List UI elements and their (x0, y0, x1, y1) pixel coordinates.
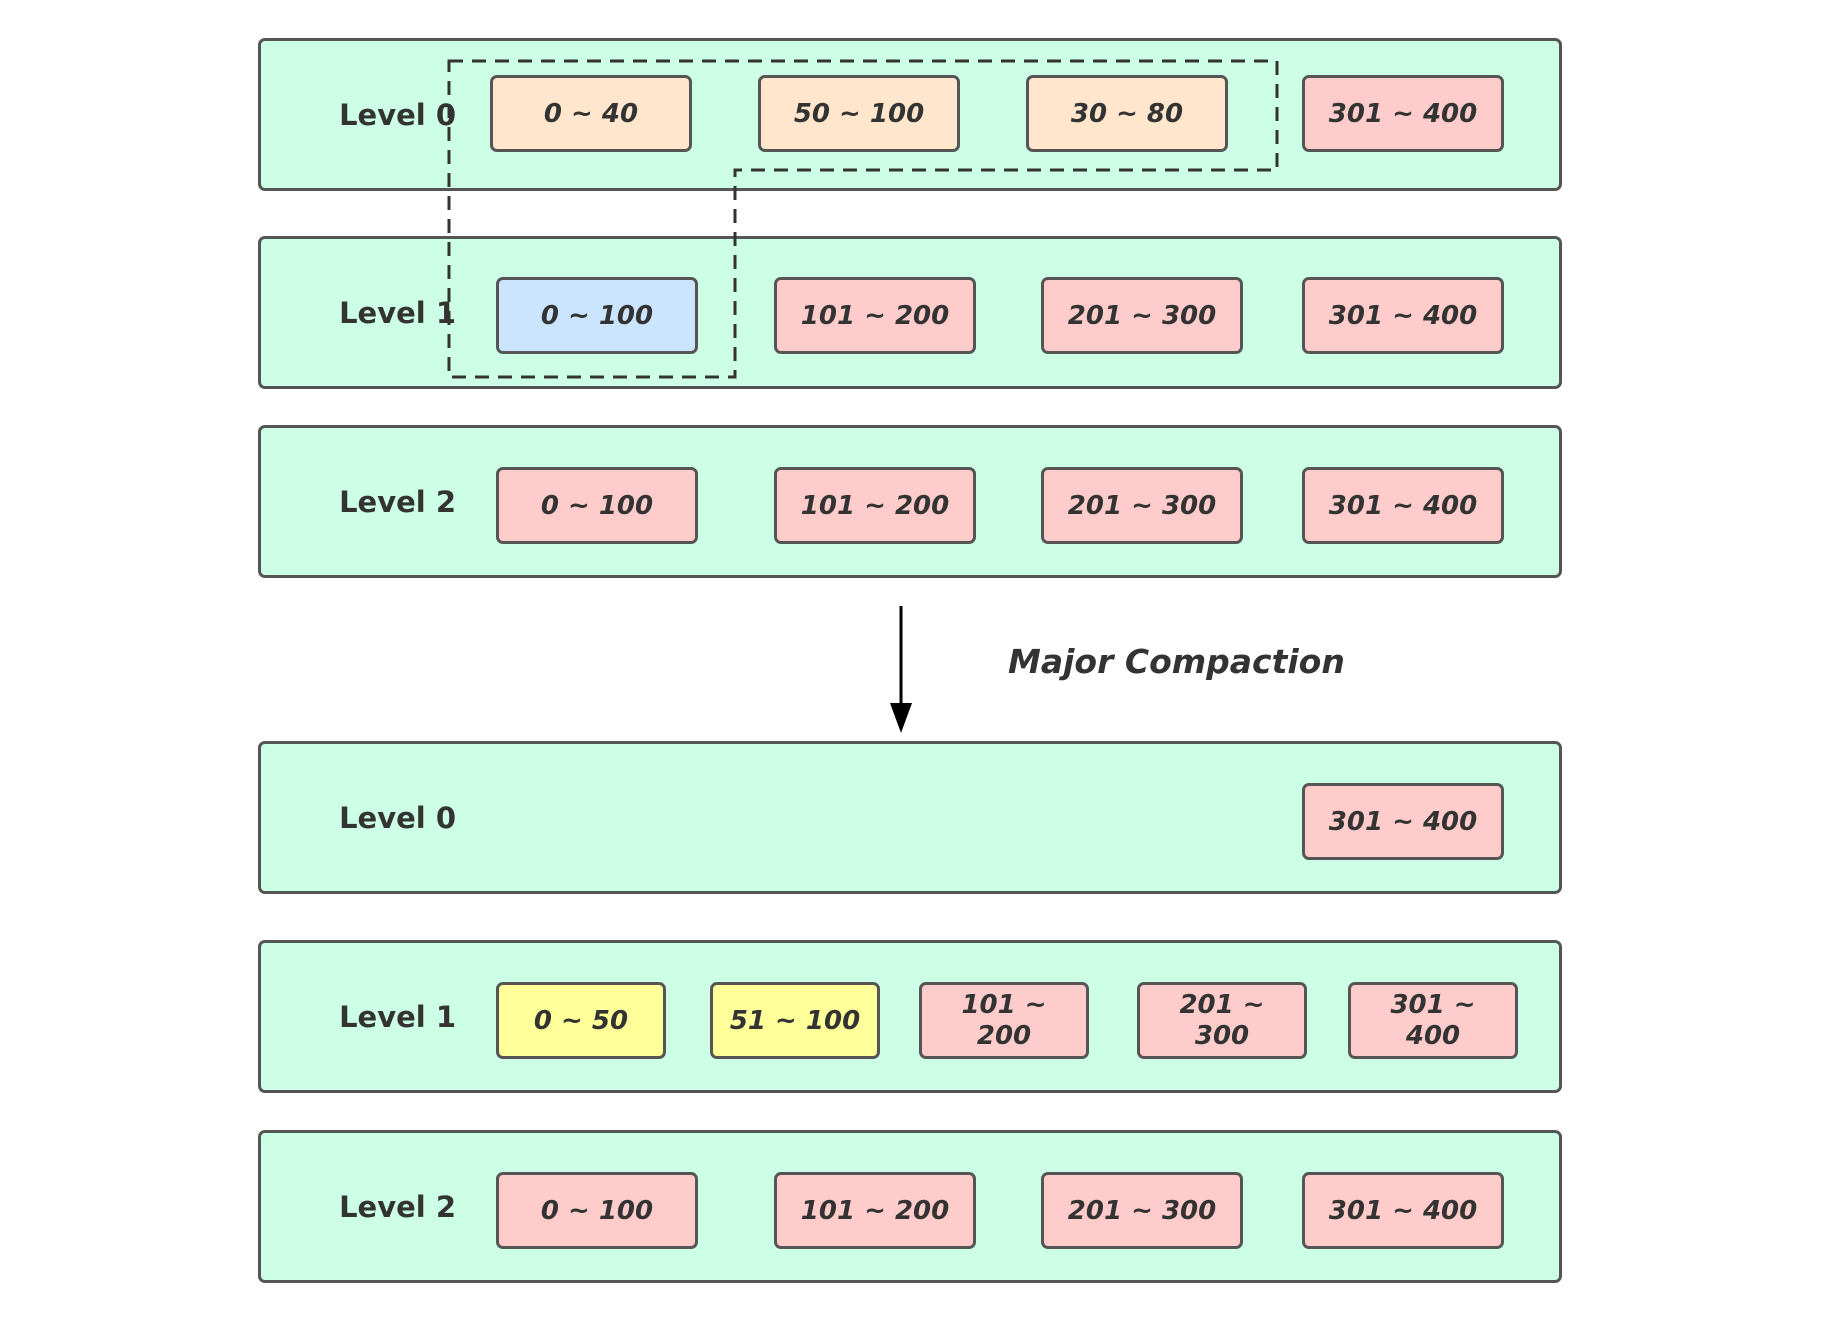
file-block: 0 ~ 100 (496, 1172, 698, 1249)
file-block: 301 ~ 400 (1302, 783, 1504, 860)
file-block: 301 ~ 400 (1302, 75, 1504, 152)
before-level-2: Level 2 0 ~ 100 101 ~ 200 201 ~ 300 301 … (258, 425, 1562, 578)
after-level-0: Level 0 301 ~ 400 (258, 741, 1562, 894)
file-block: 201 ~ 300 (1041, 467, 1243, 544)
file-block: 50 ~ 100 (758, 75, 960, 152)
file-block: 101 ~ 200 (774, 467, 976, 544)
level-label: Level 1 (339, 295, 456, 330)
arrow-down-icon (890, 703, 912, 733)
file-block: 201 ~ 300 (1137, 982, 1307, 1059)
file-block: 201 ~ 300 (1041, 1172, 1243, 1249)
file-block: 51 ~ 100 (710, 982, 880, 1059)
file-block: 101 ~ 200 (919, 982, 1089, 1059)
file-block: 301 ~ 400 (1302, 1172, 1504, 1249)
file-block: 0 ~ 50 (496, 982, 666, 1059)
file-block: 101 ~ 200 (774, 1172, 976, 1249)
level-label: Level 1 (339, 999, 456, 1034)
level-label: Level 0 (339, 97, 456, 132)
file-block: 0 ~ 100 (496, 467, 698, 544)
major-compaction-label: Major Compaction (1008, 642, 1345, 681)
file-block: 0 ~ 100 (496, 277, 698, 354)
file-block: 301 ~ 400 (1302, 467, 1504, 544)
file-block: 301 ~ 400 (1302, 277, 1504, 354)
after-level-2: Level 2 0 ~ 100 101 ~ 200 201 ~ 300 301 … (258, 1130, 1562, 1283)
file-block: 201 ~ 300 (1041, 277, 1243, 354)
before-level-0: Level 0 0 ~ 40 50 ~ 100 30 ~ 80 301 ~ 40… (258, 38, 1562, 191)
file-block: 0 ~ 40 (490, 75, 692, 152)
level-label: Level 2 (339, 484, 456, 519)
file-block: 301 ~ 400 (1348, 982, 1518, 1059)
level-label: Level 2 (339, 1189, 456, 1224)
after-level-1: Level 1 0 ~ 50 51 ~ 100 101 ~ 200 201 ~ … (258, 940, 1562, 1093)
before-level-1: Level 1 0 ~ 100 101 ~ 200 201 ~ 300 301 … (258, 236, 1562, 389)
file-block: 30 ~ 80 (1026, 75, 1228, 152)
file-block: 101 ~ 200 (774, 277, 976, 354)
level-label: Level 0 (339, 800, 456, 835)
